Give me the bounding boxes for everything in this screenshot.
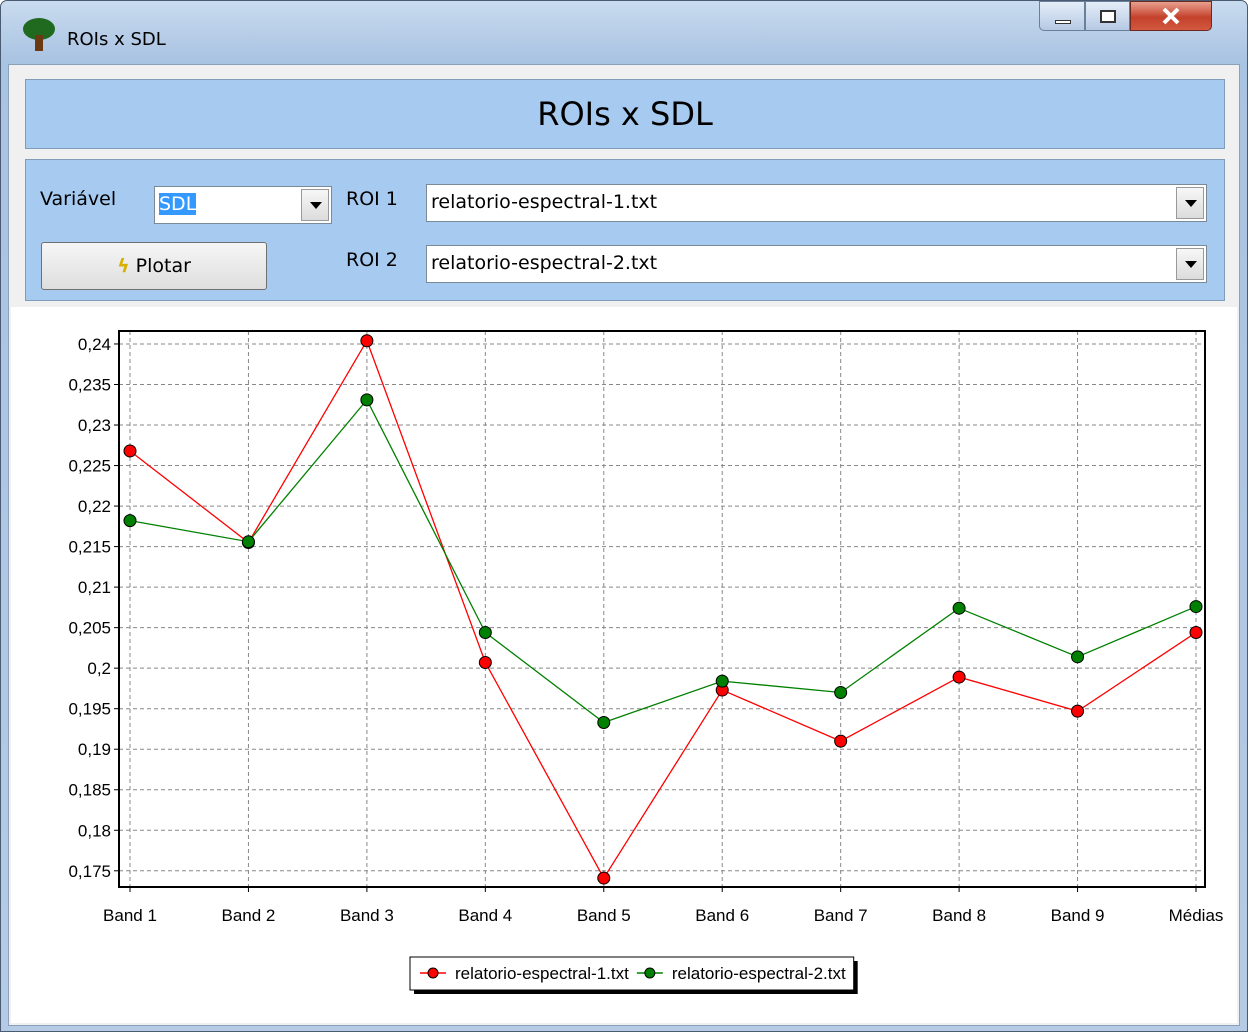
plot-button[interactable]: ϟ Plotar — [41, 242, 267, 290]
roi1-combo[interactable]: relatorio-espectral-1.txt — [426, 184, 1207, 222]
data-point — [478, 626, 492, 640]
plot-button-label: Plotar — [135, 255, 191, 277]
data-point — [478, 655, 492, 669]
x-tick-label: Band 3 — [340, 906, 394, 925]
x-tick-label: Band 9 — [1051, 906, 1105, 925]
x-tick-label: Band 2 — [221, 906, 275, 925]
series-line — [129, 398, 1197, 724]
y-tick-label: 0,19 — [78, 740, 111, 759]
header-title: ROIs x SDL — [537, 95, 713, 133]
data-point — [1189, 626, 1203, 640]
y-tick-label: 0,195 — [68, 700, 111, 719]
data-point — [1071, 704, 1085, 718]
app-icon — [23, 18, 55, 51]
y-tick-label: 0,205 — [68, 619, 111, 638]
minimize-button[interactable] — [1039, 1, 1085, 31]
y-tick-label: 0,225 — [68, 457, 111, 476]
x-tick-label: Médias — [1169, 906, 1224, 925]
x-tick-label: Band 7 — [814, 906, 868, 925]
header-panel: ROIs x SDL — [25, 79, 1225, 149]
variable-label: Variável — [40, 188, 117, 210]
data-point — [123, 514, 137, 528]
y-tick-label: 0,22 — [78, 497, 111, 516]
data-point — [360, 334, 374, 348]
data-point — [241, 535, 255, 549]
close-button[interactable] — [1130, 1, 1212, 31]
roi1-value: relatorio-espectral-1.txt — [431, 191, 658, 213]
plot-area — [119, 331, 1205, 887]
data-point — [715, 674, 729, 688]
y-tick-label: 0,24 — [78, 335, 111, 354]
data-point — [1189, 600, 1203, 614]
y-tick-label: 0,23 — [78, 416, 111, 435]
roi2-label: ROI 2 — [346, 249, 398, 271]
y-tick-label: 0,21 — [78, 578, 111, 597]
y-tick-label: 0,18 — [78, 821, 111, 840]
legend-label: relatorio-espectral-1.txt — [455, 964, 629, 983]
plot-border — [118, 330, 1206, 888]
legend-marker — [644, 967, 656, 979]
window-title: ROIs x SDL — [67, 29, 166, 50]
data-point — [834, 734, 848, 748]
y-tick-label: 0,235 — [68, 375, 111, 394]
data-point — [123, 444, 137, 458]
y-tick-label: 0,215 — [68, 538, 111, 557]
y-tick-label: 0,2 — [87, 659, 111, 678]
legend-marker — [427, 967, 439, 979]
legend-box — [409, 956, 855, 991]
x-tick-label: Band 4 — [458, 906, 512, 925]
variable-combo[interactable]: SDL — [154, 186, 332, 224]
data-point — [597, 871, 611, 885]
data-point — [952, 601, 966, 615]
legend-label: relatorio-espectral-2.txt — [672, 964, 846, 983]
data-point — [952, 670, 966, 684]
roi1-label: ROI 1 — [346, 188, 398, 210]
x-tick-label: Band 1 — [103, 906, 157, 925]
x-tick-label: Band 8 — [932, 906, 986, 925]
x-tick-label: Band 6 — [695, 906, 749, 925]
controls-panel: Variável SDL ROI 1 relatorio-espectral-1… — [25, 159, 1225, 301]
data-point — [597, 715, 611, 729]
variable-value: SDL — [159, 193, 197, 215]
series-line — [129, 339, 1197, 880]
y-tick-label: 0,185 — [68, 781, 111, 800]
data-point — [360, 393, 374, 407]
roi2-combo[interactable]: relatorio-espectral-2.txt — [426, 245, 1207, 283]
y-tick-label: 0,175 — [68, 862, 111, 881]
data-point — [834, 685, 848, 699]
x-tick-label: Band 5 — [577, 906, 631, 925]
maximize-button[interactable] — [1085, 1, 1130, 31]
data-point — [1071, 650, 1085, 664]
roi2-value: relatorio-espectral-2.txt — [431, 252, 658, 274]
